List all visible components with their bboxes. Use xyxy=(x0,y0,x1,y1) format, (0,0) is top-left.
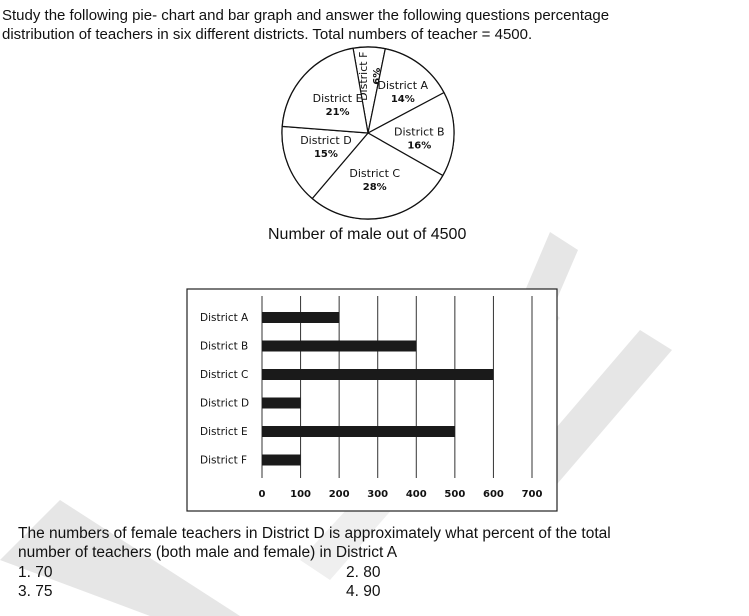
pie-value-label: 15% xyxy=(314,149,338,160)
bar-category-label: District B xyxy=(200,341,248,353)
x-tick-label: 200 xyxy=(329,489,350,500)
pie-category-label: District E xyxy=(313,92,363,105)
question-text: The numbers of female teachers in Distri… xyxy=(18,524,718,562)
pie-slice-district-c xyxy=(311,132,444,220)
bar-chart-frame xyxy=(186,288,558,512)
pie-slice-district-d xyxy=(281,125,370,200)
bar-district-a xyxy=(262,312,340,323)
pie-value-label: 28% xyxy=(363,182,387,193)
pie-value-label: 21% xyxy=(326,107,350,118)
pie-label-district-e: District E 21% xyxy=(313,92,363,118)
x-tick-label: 100 xyxy=(290,489,311,500)
pie-slice-district-e xyxy=(281,47,369,134)
pie-chart: District F 6%District A14%District B16%Di… xyxy=(281,46,455,220)
pie-label-district-c: District C 28% xyxy=(349,167,400,193)
x-tick-label: 600 xyxy=(483,489,504,500)
option-3[interactable]: 3. 75 xyxy=(18,583,53,600)
intro-text: Study the following pie- chart and bar g… xyxy=(2,6,742,44)
pie-value-label: 14% xyxy=(391,94,415,105)
bar-category-label: District C xyxy=(200,369,248,381)
pie-value-label: 16% xyxy=(407,141,431,152)
pie-slice-district-b xyxy=(366,91,455,177)
bar-chart-title: Number of male out of 4500 xyxy=(268,226,467,243)
x-tick-label: 0 xyxy=(259,489,266,500)
pie-category-label: District A xyxy=(378,79,429,92)
option-1[interactable]: 1. 70 xyxy=(18,564,53,581)
bar-district-c xyxy=(262,369,494,380)
x-tick-label: 500 xyxy=(444,489,465,500)
x-tick-label: 300 xyxy=(367,489,388,500)
bar-district-e xyxy=(262,426,455,437)
question-line-2: number of teachers (both male and female… xyxy=(18,544,398,561)
pie-category-label: District B xyxy=(394,126,445,139)
question-line-1: The numbers of female teachers in Distri… xyxy=(18,525,611,542)
pie-label-district-a: District A 14% xyxy=(378,79,429,105)
bar-district-f xyxy=(262,454,301,466)
bar-category-label: District F xyxy=(200,455,247,467)
x-tick-label: 400 xyxy=(406,489,427,500)
option-4[interactable]: 4. 90 xyxy=(346,583,381,600)
pie-label-district-b: District B 16% xyxy=(394,126,445,152)
pie-category-label: District C xyxy=(349,167,400,180)
bar-category-label: District A xyxy=(200,312,249,324)
x-tick-label: 700 xyxy=(522,489,543,500)
pie-value-label: 6% xyxy=(372,68,383,85)
pie-category-label: District D xyxy=(300,134,351,147)
intro-line-1: Study the following pie- chart and bar g… xyxy=(2,7,610,24)
pie-slice-district-a xyxy=(367,48,445,135)
intro-line-2: distribution of teachers in six differen… xyxy=(2,26,533,43)
bar-category-label: District E xyxy=(200,426,248,438)
bar-district-b xyxy=(262,340,417,352)
bar-chart: 0 100 200 300 400 500 600 700 District A District… xyxy=(186,288,558,512)
bar-category-label: District D xyxy=(200,398,249,410)
option-2[interactable]: 2. 80 xyxy=(346,564,381,581)
bar-district-d xyxy=(262,397,301,409)
pie-label-district-d: District D 15% xyxy=(300,134,351,160)
